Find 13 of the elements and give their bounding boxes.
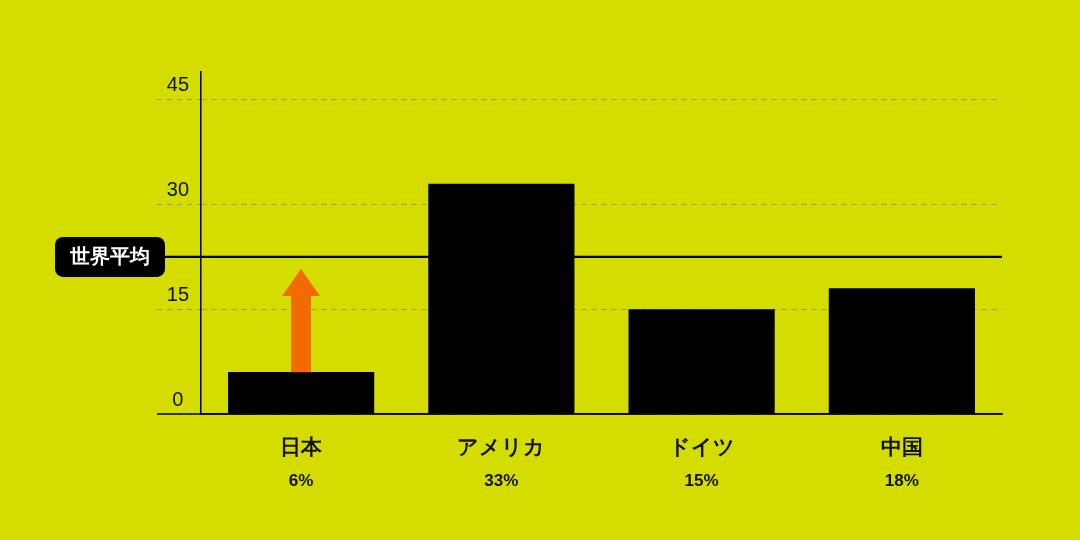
y-tick-label: 0 (172, 387, 184, 410)
x-tick-label: ドイツ (668, 435, 735, 459)
data-label: 33% (484, 470, 519, 490)
y-tick-label: 45 (166, 73, 189, 96)
data-label: 15% (684, 470, 719, 490)
y-tick-label: 15 (166, 282, 189, 305)
x-tick-label: 中国 (880, 435, 923, 459)
data-label: 18% (884, 470, 919, 490)
data-label: 6% (288, 470, 314, 490)
y-tick-label: 30 (166, 178, 189, 201)
ref-line-label: 世界平均 (69, 245, 150, 268)
x-tick-label: アメリカ (457, 435, 546, 459)
x-tick-label: 日本 (280, 435, 324, 459)
